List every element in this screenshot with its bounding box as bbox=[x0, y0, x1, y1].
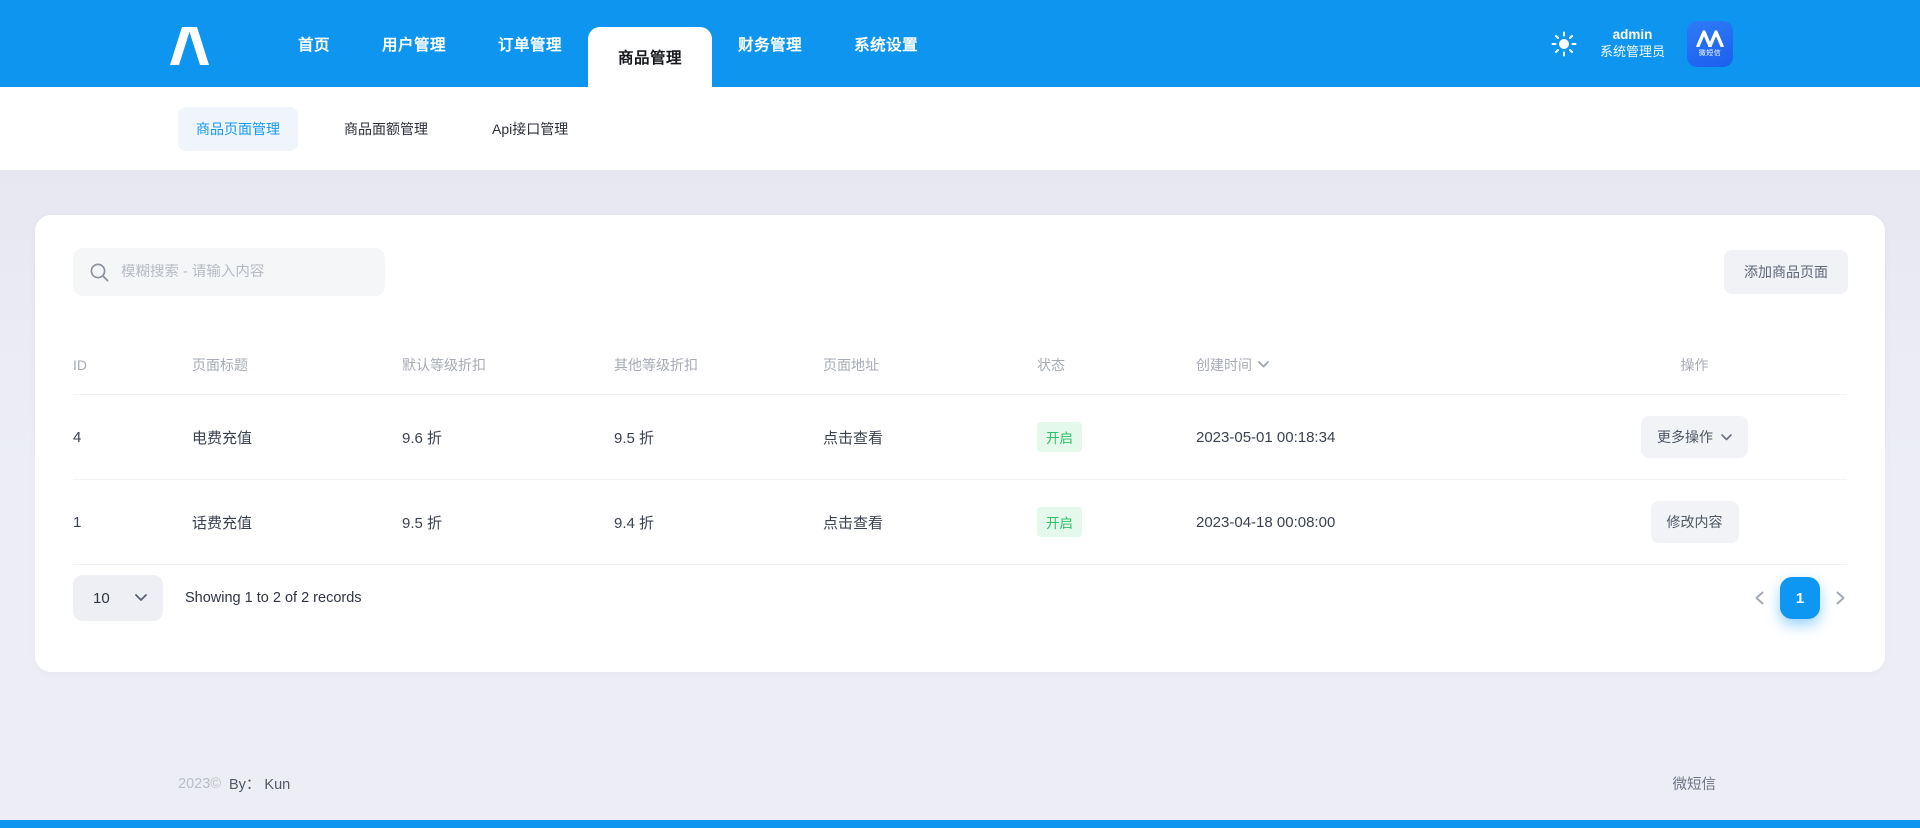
col-status: 状态 bbox=[1037, 356, 1065, 373]
footer-author: By： Kun bbox=[228, 777, 291, 793]
cell-actions: 修改内容 bbox=[1542, 501, 1847, 543]
nav-item-orders[interactable]: 订单管理 bbox=[498, 36, 563, 54]
col-title: 页面标题 bbox=[192, 356, 248, 373]
topbar-right-cluster: admin 系统管理员 微短信 bbox=[1550, 0, 1733, 87]
subnav-item-denominations[interactable]: 商品面额管理 bbox=[344, 120, 428, 137]
prev-page-icon[interactable] bbox=[1755, 591, 1764, 605]
products-table: ID 页面标题 默认等级折扣 其他等级折扣 页面地址 状态 创建时间 操作 4 … bbox=[73, 335, 1847, 565]
cell-created-at: 2023-04-18 00:08:00 bbox=[1196, 513, 1336, 531]
col-created-at-sortable[interactable]: 创建时间 bbox=[1196, 355, 1542, 375]
top-navbar: 首页 用户管理 订单管理 商品管理 财务管理 系统设置 bbox=[0, 0, 1920, 87]
status-badge: 开启 bbox=[1037, 507, 1082, 537]
records-summary: Showing 1 to 2 of 2 records bbox=[185, 590, 362, 606]
current-page-button[interactable]: 1 bbox=[1780, 577, 1820, 619]
chevron-down-icon bbox=[1721, 433, 1732, 440]
cell-other-discount: 9.4 折 bbox=[614, 514, 655, 532]
col-other-discount: 其他等级折扣 bbox=[614, 356, 698, 373]
col-actions: 操作 bbox=[1680, 356, 1709, 373]
user-name: admin bbox=[1612, 26, 1653, 42]
search-input-wrapper bbox=[73, 248, 385, 296]
brand-logo-icon[interactable] bbox=[163, 23, 215, 65]
next-page-icon[interactable] bbox=[1836, 591, 1845, 605]
sort-chevron-down-icon bbox=[1258, 361, 1269, 368]
cell-status: 开启 bbox=[1037, 422, 1196, 452]
status-badge: 开启 bbox=[1037, 422, 1082, 452]
more-actions-label: 更多操作 bbox=[1657, 429, 1713, 445]
cell-id: 4 bbox=[73, 428, 82, 446]
chevron-down-icon bbox=[135, 594, 147, 601]
subnav-item-api[interactable]: Api接口管理 bbox=[492, 120, 569, 137]
cell-title: 电费充值 bbox=[192, 429, 253, 447]
col-id: ID bbox=[73, 356, 87, 373]
sub-navbar: 商品页面管理 商品面额管理 Api接口管理 bbox=[0, 87, 1920, 170]
sun-icon[interactable] bbox=[1550, 30, 1578, 58]
cell-default-discount: 9.6 折 bbox=[402, 429, 443, 447]
page-link[interactable]: 点击查看 bbox=[823, 429, 884, 447]
add-product-page-button[interactable]: 添加商品页面 bbox=[1724, 250, 1848, 294]
col-page-url: 页面地址 bbox=[823, 356, 879, 373]
edit-content-button[interactable]: 修改内容 bbox=[1650, 501, 1739, 543]
page-size-value: 10 bbox=[93, 589, 110, 607]
bottom-accent-bar bbox=[0, 820, 1920, 828]
search-icon bbox=[90, 263, 109, 281]
footer: 2023© By： Kun 微短信 bbox=[178, 773, 1818, 794]
pagination-bar: 10 Showing 1 to 2 of 2 records 1 bbox=[73, 575, 1847, 621]
table-header-row: ID 页面标题 默认等级折扣 其他等级折扣 页面地址 状态 创建时间 操作 bbox=[73, 335, 1847, 395]
nav-item-users[interactable]: 用户管理 bbox=[382, 36, 447, 54]
more-actions-button[interactable]: 更多操作 bbox=[1641, 416, 1748, 458]
cell-actions: 更多操作 bbox=[1542, 416, 1847, 458]
nav-item-products[interactable]: 商品管理 bbox=[588, 27, 713, 87]
user-role: 系统管理员 bbox=[1599, 43, 1665, 59]
edit-content-label: 修改内容 bbox=[1666, 514, 1723, 530]
user-info[interactable]: admin 系统管理员 bbox=[1600, 27, 1665, 60]
content-card: 添加商品页面 ID 页面标题 默认等级折扣 其他等级折扣 页面地址 状态 创建时… bbox=[35, 215, 1885, 672]
main-nav: 首页 用户管理 订单管理 商品管理 财务管理 系统设置 bbox=[272, 0, 944, 87]
cell-created-at: 2023-05-01 00:18:34 bbox=[1196, 428, 1336, 446]
cell-id: 1 bbox=[73, 513, 82, 531]
cell-default-discount: 9.5 折 bbox=[402, 514, 443, 532]
avatar-m-icon bbox=[1696, 29, 1724, 47]
cell-other-discount: 9.5 折 bbox=[614, 429, 655, 447]
cell-status: 开启 bbox=[1037, 507, 1196, 537]
col-default-discount: 默认等级折扣 bbox=[402, 356, 486, 373]
page-link[interactable]: 点击查看 bbox=[823, 514, 884, 532]
cell-title: 话费充值 bbox=[192, 514, 253, 532]
footer-brand-link[interactable]: 微短信 bbox=[1672, 777, 1717, 793]
footer-copyright: 2023© bbox=[178, 775, 221, 792]
page-size-select[interactable]: 10 bbox=[73, 575, 163, 621]
nav-item-settings[interactable]: 系统设置 bbox=[854, 36, 919, 54]
avatar[interactable]: 微短信 bbox=[1687, 20, 1733, 67]
table-row: 4 电费充值 9.6 折 9.5 折 点击查看 开启 2023-05-01 00… bbox=[73, 395, 1847, 480]
avatar-caption: 微短信 bbox=[1698, 49, 1722, 57]
nav-item-home[interactable]: 首页 bbox=[298, 36, 331, 54]
col-created-at-label: 创建时间 bbox=[1196, 356, 1252, 373]
nav-item-finance[interactable]: 财务管理 bbox=[738, 36, 803, 54]
page-controls: 1 bbox=[1755, 577, 1847, 619]
table-row: 1 话费充值 9.5 折 9.4 折 点击查看 开启 2023-04-18 00… bbox=[73, 480, 1847, 565]
subnav-item-product-pages[interactable]: 商品页面管理 bbox=[178, 106, 298, 151]
search-input[interactable] bbox=[121, 264, 371, 280]
